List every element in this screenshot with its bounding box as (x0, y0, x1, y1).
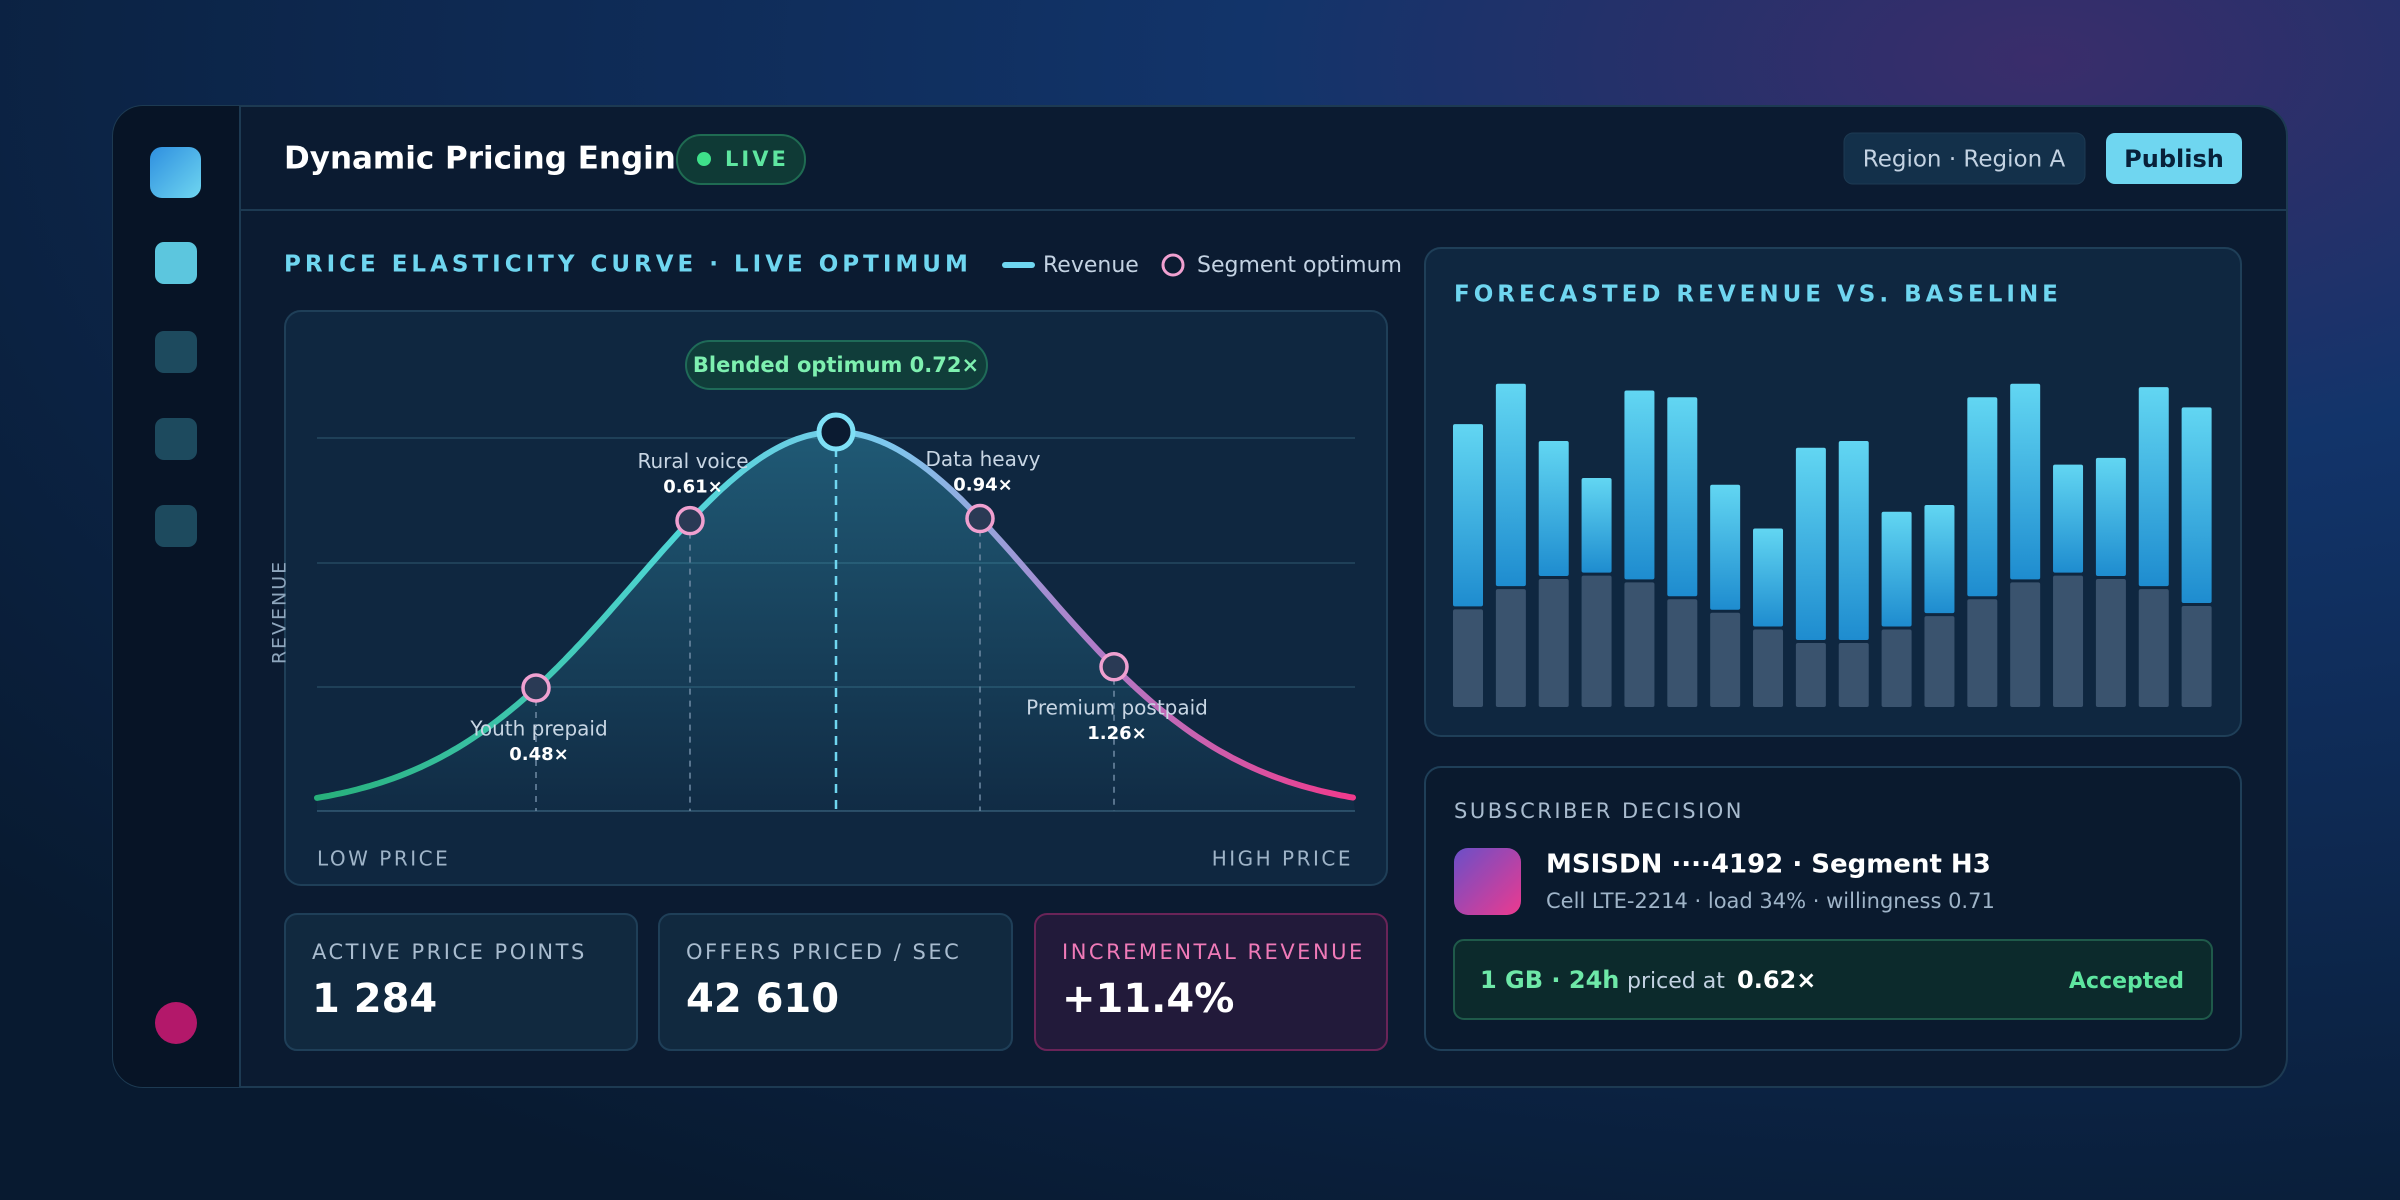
nav-icon[interactable] (155, 331, 197, 373)
x-label: HIGH PRICE (1212, 847, 1353, 871)
stat-label: INCREMENTAL REVENUE (1062, 940, 1365, 964)
forecast-bar (2095, 457, 2126, 577)
forecast-bar (1924, 504, 1955, 614)
baseline-bar (1538, 579, 1569, 707)
baseline-bar (1581, 575, 1612, 707)
forecast-bar (1538, 441, 1569, 577)
forecast-bar (1838, 441, 1869, 641)
live-pill (676, 134, 806, 185)
stat-label: ACTIVE PRICE POINTS (312, 940, 587, 964)
publish-button[interactable] (2106, 133, 2242, 184)
offer-status: Accepted (2069, 969, 2184, 994)
forecast-bar (1495, 383, 1526, 587)
forecast-bar (2181, 407, 2212, 603)
x-label: LOW PRICE (317, 847, 450, 871)
region-select[interactable] (1843, 132, 2086, 185)
segment-marker (675, 505, 705, 536)
forecast-bar (1453, 424, 1483, 607)
baseline-bar (2138, 589, 2169, 707)
stat-card (658, 913, 1013, 1051)
baseline-bar (1453, 609, 1483, 707)
legend-label: Segment optimum (1197, 253, 1402, 278)
segment-multiplier: 0.94× (953, 475, 1013, 496)
baseline-bar (1624, 582, 1655, 707)
nav-icon[interactable] (155, 242, 197, 284)
sidebar (113, 106, 240, 1087)
segment-marker (1099, 652, 1129, 682)
logo[interactable] (150, 147, 201, 198)
segment-marker (521, 673, 551, 703)
forecast-bar (1753, 528, 1784, 627)
baseline-bar (1967, 599, 1998, 707)
forecast-bar (1967, 397, 1998, 597)
segment-marker (965, 503, 995, 534)
region-label[interactable]: Region · Region A (1863, 147, 2066, 173)
forecast-bar (1581, 478, 1612, 573)
stat-value: 42 610 (686, 976, 839, 1022)
forecast-bar (2138, 387, 2169, 587)
segment-name: Premium postpaid (1026, 695, 1208, 719)
stat-value: +11.4% (1062, 976, 1234, 1022)
forecast-bar (2010, 383, 2041, 580)
nav-icon[interactable] (155, 505, 197, 547)
baseline-bar (1881, 629, 1912, 707)
baseline-bar (1838, 643, 1869, 707)
curve-area (317, 432, 1355, 811)
subscriber-avatar (1454, 848, 1521, 915)
publish-label[interactable]: Publish (2124, 145, 2224, 173)
legend-label: Revenue (1043, 253, 1139, 278)
offer-plan: 1 GB · 24h (1480, 966, 1619, 994)
axis-label: REVENUE (269, 560, 291, 664)
subscriber-details: Cell LTE-2214 · load 34% · willingness 0… (1546, 889, 1995, 913)
chart-title: FORECASTED REVENUE VS. BASELINE (1454, 282, 2062, 308)
baseline-bar (2095, 579, 2126, 707)
stat-card (1034, 913, 1388, 1051)
forecast-chart (1453, 383, 2212, 707)
nav-icon[interactable] (155, 418, 197, 460)
baseline-bar (1495, 589, 1526, 707)
stat-value: 1 284 (312, 976, 437, 1022)
elasticity-chart: Youth prepaid 0.48× Rural voice 0.61× Data h… (314, 412, 1356, 812)
live-dot (697, 152, 711, 166)
segment-name: Data heavy (925, 447, 1040, 471)
forecast-bar (1795, 447, 1826, 641)
forecast-bar (1624, 390, 1655, 580)
baseline-bar (2053, 575, 2084, 707)
forecast-bar (1881, 511, 1912, 627)
offer-text: priced at (1627, 969, 1725, 994)
subscriber-id: MSISDN ····4192 · Segment H3 (1546, 850, 1991, 880)
baseline-bar (1795, 643, 1826, 707)
stat-card (284, 913, 638, 1051)
segment-multiplier: 0.48× (509, 744, 569, 765)
segment-name: Youth prepaid (469, 716, 607, 740)
baseline-bar (1710, 612, 1741, 707)
app-title: Dynamic Pricing Engine (284, 141, 697, 177)
segment-name: Rural voice (638, 449, 749, 473)
offer-multiplier: 0.62× (1737, 966, 1816, 994)
optimum-pill (685, 340, 988, 390)
baseline-bar (2010, 582, 2041, 707)
baseline-bar (1924, 616, 1955, 707)
segment-multiplier: 1.26× (1087, 723, 1147, 744)
forecast-bar (1710, 484, 1741, 610)
live-status: LIVE (725, 147, 789, 171)
subscriber-title: SUBSCRIBER DECISION (1454, 799, 1744, 823)
offer-box (1453, 939, 2213, 1020)
baseline-bar (1753, 629, 1784, 707)
forecast-bar (1667, 397, 1698, 597)
optimum-label: Blended optimum 0.72× (693, 353, 979, 377)
segment-multiplier: 0.61× (663, 477, 723, 498)
section-title: PRICE ELASTICITY CURVE · LIVE OPTIMUM (284, 252, 972, 278)
baseline-bar (2181, 605, 2212, 707)
optimum-marker (816, 412, 856, 452)
forecast-bar (2053, 464, 2084, 573)
stat-label: OFFERS PRICED / SEC (686, 940, 961, 964)
legend-marker (1161, 253, 1185, 277)
baseline-bar (1667, 599, 1698, 707)
user-avatar[interactable] (155, 1002, 197, 1044)
